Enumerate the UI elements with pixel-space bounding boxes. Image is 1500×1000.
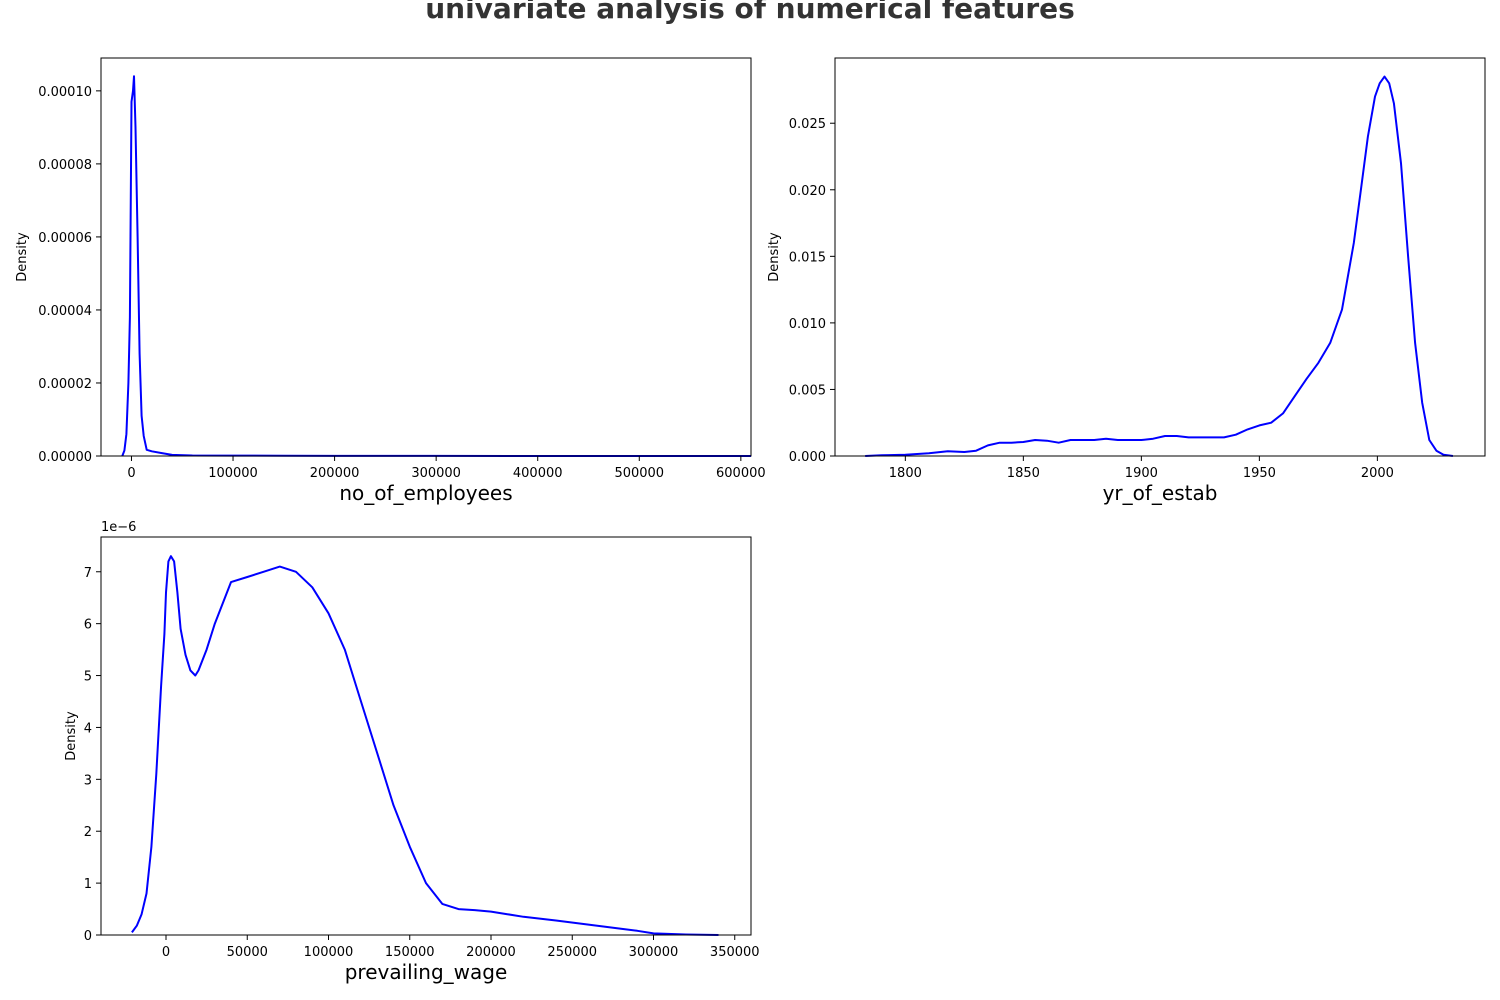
y-offset-label: 1e−6 bbox=[101, 520, 136, 535]
y-tick-label: 0.015 bbox=[789, 250, 826, 265]
density-curve bbox=[131, 555, 719, 936]
employees-density-chart: 0 100000 200000 300000 400000 500000 600000 0.0… bbox=[15, 57, 766, 505]
y-tick-label: 0.000 bbox=[789, 450, 826, 465]
y-tick-label: 0.010 bbox=[789, 317, 826, 332]
x-tick-label: 500000 bbox=[614, 466, 664, 481]
x-tick-label: 100000 bbox=[208, 466, 258, 481]
x-axis-label: yr_of_estab bbox=[1103, 481, 1218, 505]
y-axis-label: Density bbox=[64, 711, 79, 761]
x-tick-label: 150000 bbox=[385, 945, 435, 960]
density-curve bbox=[865, 75, 1454, 457]
x-tick-label: 300000 bbox=[629, 945, 679, 960]
x-tick-label: 1950 bbox=[1243, 466, 1276, 481]
x-tick-label: 1800 bbox=[889, 466, 922, 481]
x-tick-label: 600000 bbox=[716, 466, 766, 481]
x-axis-label: no_of_employees bbox=[339, 481, 512, 505]
y-tick-label: 0.025 bbox=[789, 117, 826, 132]
x-tick-label: 0 bbox=[162, 945, 170, 960]
y-axis-label: Density bbox=[767, 232, 782, 282]
y-tick-label: 0.00008 bbox=[38, 158, 92, 173]
y-tick-label: 3 bbox=[84, 773, 92, 788]
y-tick-label: 0.005 bbox=[789, 383, 826, 398]
x-tick-label: 100000 bbox=[304, 945, 354, 960]
x-tick-label: 400000 bbox=[513, 466, 563, 481]
x-tick-label: 50000 bbox=[227, 945, 268, 960]
x-tick-label: 250000 bbox=[547, 945, 597, 960]
x-tick-label: 1850 bbox=[1007, 466, 1040, 481]
x-tick-label: 350000 bbox=[710, 945, 760, 960]
x-tick-label: 1900 bbox=[1125, 466, 1158, 481]
y-tick-label: 0.00002 bbox=[38, 377, 92, 392]
y-tick-label: 2 bbox=[84, 825, 92, 840]
y-tick-label: 0.00010 bbox=[38, 85, 92, 100]
prevailing-wage-density-chart: 0 50000 100000 150000 200000 250000 300000 3500… bbox=[64, 520, 760, 984]
y-tick-label: 0.00000 bbox=[38, 450, 92, 465]
x-axis-label: prevailing_wage bbox=[345, 960, 508, 984]
density-curve bbox=[121, 75, 751, 457]
x-tick-label: 200000 bbox=[310, 466, 360, 481]
y-tick-label: 0.00004 bbox=[38, 304, 92, 319]
y-tick-label: 4 bbox=[84, 721, 92, 736]
figure-title: univariate analysis of numerical feature… bbox=[425, 0, 1075, 25]
x-tick-label: 200000 bbox=[466, 945, 516, 960]
x-tick-label: 300000 bbox=[411, 466, 461, 481]
establishment-year-density-chart: 1800 1850 1900 1950 2000 0.000 0.005 0.010 0.015… bbox=[767, 57, 1486, 505]
y-tick-label: 1 bbox=[84, 877, 92, 892]
y-tick-label: 0.020 bbox=[789, 184, 826, 199]
x-tick-label: 0 bbox=[127, 466, 135, 481]
y-tick-label: 0 bbox=[84, 929, 92, 944]
y-tick-label: 7 bbox=[84, 566, 92, 581]
plot-frame bbox=[834, 57, 1486, 457]
plot-frame bbox=[100, 536, 752, 936]
y-axis-label: Density bbox=[15, 232, 30, 282]
x-tick-label: 2000 bbox=[1361, 466, 1394, 481]
y-tick-label: 5 bbox=[84, 670, 92, 685]
plot-frame bbox=[100, 57, 752, 457]
y-tick-label: 6 bbox=[84, 618, 92, 633]
y-tick-label: 0.00006 bbox=[38, 231, 92, 246]
